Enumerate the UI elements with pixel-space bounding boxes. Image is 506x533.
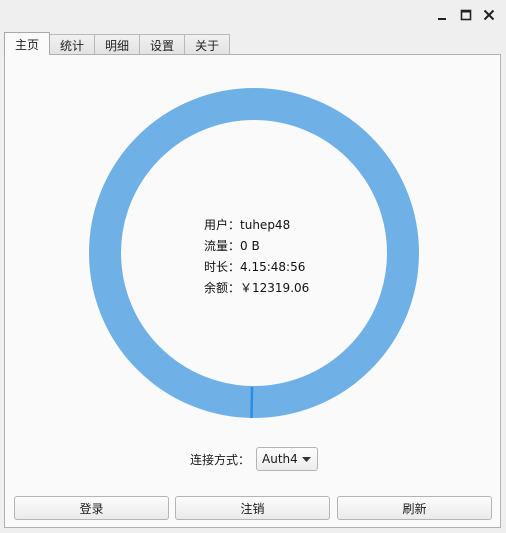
- user-row: 用户：tuhep48: [204, 215, 309, 236]
- tab-bar: 主页 统计 明细 设置 关于: [4, 32, 231, 55]
- status-ring: [89, 88, 419, 418]
- home-panel: 用户：tuhep48 流量：0 B 时长：4.15:48:56 余额：￥1231…: [4, 54, 501, 528]
- duration-value: 4.15:48:56: [240, 260, 306, 274]
- chevron-down-icon: [302, 457, 311, 462]
- tab-home[interactable]: 主页: [4, 32, 51, 55]
- minimize-icon[interactable]: [435, 8, 449, 22]
- balance-row: 余额：￥12319.06: [204, 278, 309, 299]
- tab-statistics[interactable]: 统计: [49, 34, 96, 55]
- traffic-row: 流量：0 B: [204, 236, 309, 257]
- logout-button[interactable]: 注销: [175, 496, 330, 520]
- connection-method-label: 连接方式：: [190, 453, 251, 467]
- close-icon[interactable]: [482, 8, 496, 22]
- tab-settings[interactable]: 设置: [139, 34, 186, 55]
- ring-progress-marker: [250, 386, 254, 418]
- login-button[interactable]: 登录: [14, 496, 169, 520]
- user-value: tuhep48: [240, 218, 291, 232]
- account-info: 用户：tuhep48 流量：0 B 时长：4.15:48:56 余额：￥1231…: [204, 215, 309, 299]
- balance-label: 余额：: [204, 281, 241, 295]
- tab-about[interactable]: 关于: [184, 34, 231, 55]
- ring-track: [89, 88, 419, 418]
- user-label: 用户：: [204, 218, 241, 232]
- duration-label: 时长：: [204, 260, 241, 274]
- tab-details[interactable]: 明细: [94, 34, 141, 55]
- refresh-button[interactable]: 刷新: [337, 496, 492, 520]
- maximize-icon[interactable]: [459, 8, 473, 22]
- traffic-value: 0 B: [240, 239, 260, 253]
- connection-method-select[interactable]: Auth4: [256, 447, 318, 471]
- title-bar: [0, 0, 506, 30]
- connection-method-value: Auth4: [262, 452, 298, 466]
- traffic-label: 流量：: [204, 239, 241, 253]
- balance-value: ￥12319.06: [240, 281, 310, 295]
- duration-row: 时长：4.15:48:56: [204, 257, 309, 278]
